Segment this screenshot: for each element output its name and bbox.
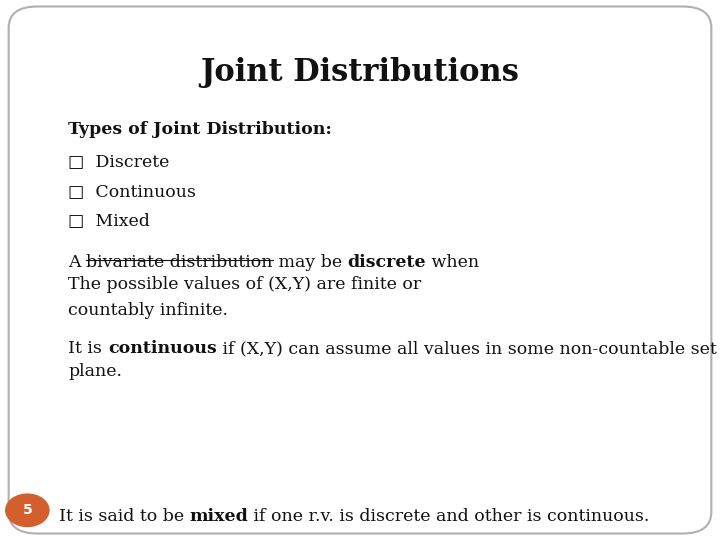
Text: It is said to be: It is said to be — [59, 508, 189, 524]
FancyBboxPatch shape — [9, 6, 711, 534]
Text: It is: It is — [68, 340, 108, 357]
Text: A: A — [68, 254, 86, 271]
Circle shape — [6, 494, 49, 526]
Text: may be: may be — [273, 254, 348, 271]
Text: when: when — [426, 254, 480, 271]
Text: mixed: mixed — [189, 508, 248, 524]
Text: Types of Joint Distribution:: Types of Joint Distribution: — [68, 122, 332, 138]
Text: bivariate distribution: bivariate distribution — [86, 254, 273, 271]
Text: if one r.v. is discrete and other is continuous.: if one r.v. is discrete and other is con… — [248, 508, 649, 524]
Text: □  Mixed: □ Mixed — [68, 213, 150, 230]
Text: countably infinite.: countably infinite. — [68, 302, 228, 319]
Text: □  Discrete: □ Discrete — [68, 154, 170, 171]
Text: 5: 5 — [22, 503, 32, 517]
Text: The possible values of (X,Y) are finite or: The possible values of (X,Y) are finite … — [68, 276, 422, 293]
Text: if (X,Y) can assume all values in some non-countable set of: if (X,Y) can assume all values in some n… — [217, 340, 720, 357]
Text: □  Continuous: □ Continuous — [68, 184, 197, 200]
Text: continuous: continuous — [108, 340, 217, 357]
Text: Joint Distributions: Joint Distributions — [201, 57, 519, 87]
Text: plane.: plane. — [68, 363, 122, 380]
Text: discrete: discrete — [348, 254, 426, 271]
